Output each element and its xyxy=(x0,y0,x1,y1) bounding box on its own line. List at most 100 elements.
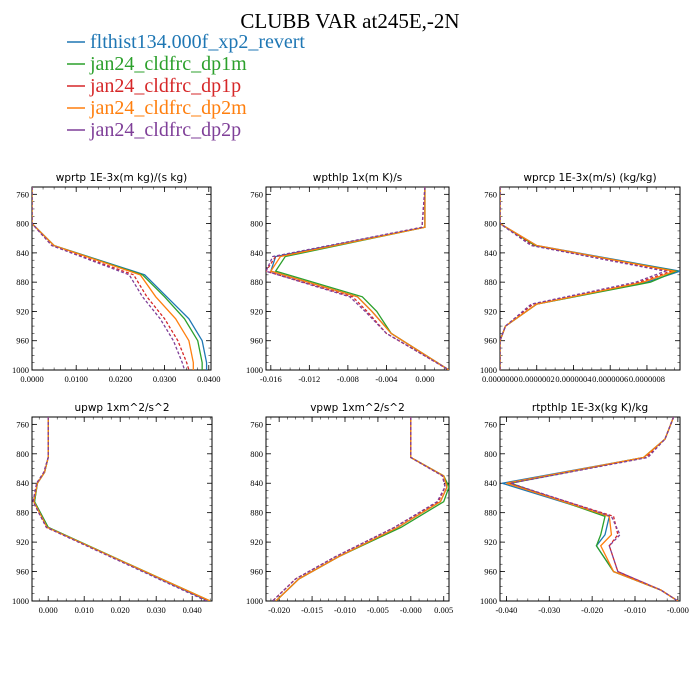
plot-frame xyxy=(499,416,681,602)
y-tick-label: 880 xyxy=(16,508,29,518)
plot-frame xyxy=(499,186,681,371)
series-line-2 xyxy=(508,417,679,601)
panel-title: wpthlp 1x(m K)/s xyxy=(313,172,403,184)
panel-title: wprtp 1E-3x(m kg)/(s kg) xyxy=(56,172,187,184)
series-line-3 xyxy=(32,417,209,601)
x-tick-label: -0.040 xyxy=(495,605,517,615)
legend-label: jan24_cldfrc_dp1p xyxy=(89,75,241,97)
legend-label: jan24_cldfrc_dp1m xyxy=(89,53,247,75)
x-tick-label: -0.005 xyxy=(367,605,389,615)
y-tick-label: 920 xyxy=(484,306,497,316)
y-tick-label: 880 xyxy=(250,508,263,518)
chart-panel-3: wprcp 1E-3x(m/s) (kg/kg) 760 800 840 880 920 9… xyxy=(480,172,681,384)
x-tick-label: 0.0000000 xyxy=(482,374,518,384)
legend: flthist134.000f_xp2_revertjan24_cldfrc_d… xyxy=(67,31,305,141)
series-line-4 xyxy=(500,187,678,370)
y-tick-label: 880 xyxy=(484,508,497,518)
x-tick-label: 0.005 xyxy=(434,605,453,615)
series-line-2 xyxy=(33,417,211,601)
chart-panel-1: wprtp 1E-3x(m kg)/(s kg) 760 800 840 880 920 9… xyxy=(12,172,220,384)
panel-title: upwp 1xm^2/s^2 xyxy=(75,402,170,414)
y-tick-label: 960 xyxy=(16,336,29,346)
y-tick-label: 960 xyxy=(484,336,497,346)
y-tick-label: 800 xyxy=(250,219,263,229)
series-line-4 xyxy=(269,187,449,370)
x-tick-label: 0.0000 xyxy=(20,374,43,384)
x-tick-label: 0.0000002 xyxy=(519,374,555,384)
series-line-2 xyxy=(500,187,679,370)
y-tick-label: 760 xyxy=(250,189,263,199)
series-line-4 xyxy=(33,417,211,601)
y-tick-label: 760 xyxy=(484,419,497,429)
y-tick-label: 800 xyxy=(484,449,497,459)
x-tick-label: -0.020 xyxy=(581,605,603,615)
x-tick-label: 0.0300 xyxy=(153,374,176,384)
panels: wprtp 1E-3x(m kg)/(s kg) 760 800 840 880 920 9… xyxy=(12,172,689,615)
x-tick-label: -0.010 xyxy=(334,605,356,615)
series-line-3 xyxy=(508,417,679,601)
x-tick-label: 0.0000004 xyxy=(555,374,592,384)
y-tick-label: 760 xyxy=(250,419,263,429)
y-tick-label: 1000 xyxy=(12,365,29,375)
y-tick-label: 760 xyxy=(16,419,29,429)
y-tick-label: 920 xyxy=(484,537,497,547)
series-line-5 xyxy=(32,417,207,601)
x-tick-label: -0.016 xyxy=(260,374,282,384)
y-tick-label: 800 xyxy=(250,449,263,459)
x-tick-label: 0.0000008 xyxy=(629,374,665,384)
legend-label: jan24_cldfrc_dp2m xyxy=(89,97,247,119)
series-line-1 xyxy=(275,417,448,601)
y-tick-label: 880 xyxy=(16,277,29,287)
legend-label: flthist134.000f_xp2_revert xyxy=(90,31,305,53)
x-tick-label: 0.000 xyxy=(415,374,434,384)
legend-label: jan24_cldfrc_dp2p xyxy=(89,119,241,141)
y-tick-label: 840 xyxy=(250,248,263,258)
x-tick-label: -0.010 xyxy=(624,605,646,615)
y-tick-label: 840 xyxy=(16,478,29,488)
x-tick-label: -0.004 xyxy=(375,374,398,384)
y-tick-label: 840 xyxy=(16,248,29,258)
x-tick-label: -0.030 xyxy=(538,605,560,615)
y-tick-label: 760 xyxy=(16,189,29,199)
y-tick-label: 880 xyxy=(250,277,263,287)
series-line-5 xyxy=(500,187,668,370)
y-tick-label: 960 xyxy=(484,567,497,577)
series-line-4 xyxy=(32,187,194,370)
y-tick-label: 960 xyxy=(16,567,29,577)
series-line-4 xyxy=(506,417,679,601)
series-line-5 xyxy=(510,417,679,601)
x-tick-label: -0.012 xyxy=(298,374,320,384)
x-tick-label: 0.0400 xyxy=(197,374,220,384)
series-line-5 xyxy=(266,187,449,370)
x-tick-label: -0.015 xyxy=(301,605,323,615)
y-tick-label: 1000 xyxy=(480,596,497,606)
y-tick-label: 1000 xyxy=(246,365,263,375)
panel-title: vpwp 1xm^2/s^2 xyxy=(310,402,405,414)
series-line-2 xyxy=(275,417,449,601)
y-tick-label: 800 xyxy=(484,219,497,229)
x-tick-label: 0.010 xyxy=(75,605,94,615)
y-tick-label: 800 xyxy=(16,449,29,459)
x-tick-label: 0.0000006 xyxy=(592,374,628,384)
x-tick-label: 0.0100 xyxy=(65,374,88,384)
x-tick-label: 0.020 xyxy=(111,605,130,615)
chart-panel-4: upwp 1xm^2/s^2 760 800 840 880 920 960 1000 0.00… xyxy=(12,402,213,615)
series-line-3 xyxy=(32,187,190,370)
series-line-3 xyxy=(272,417,446,601)
x-tick-label: 0.0200 xyxy=(109,374,132,384)
x-tick-label: -0.020 xyxy=(268,605,290,615)
panel-title: wprcp 1E-3x(m/s) (kg/kg) xyxy=(523,172,656,184)
y-tick-label: 920 xyxy=(16,537,29,547)
y-tick-label: 960 xyxy=(250,567,263,577)
y-tick-label: 920 xyxy=(250,537,263,547)
x-tick-label: 0.040 xyxy=(183,605,202,615)
y-tick-label: 880 xyxy=(484,277,497,287)
series-line-1 xyxy=(32,187,208,370)
y-tick-label: 1000 xyxy=(480,365,497,375)
plot-frame xyxy=(265,416,450,602)
series-line-2 xyxy=(32,187,203,370)
y-tick-label: 920 xyxy=(16,306,29,316)
y-tick-label: 1000 xyxy=(12,596,29,606)
y-tick-label: 1000 xyxy=(246,596,263,606)
y-tick-label: 840 xyxy=(484,248,497,258)
